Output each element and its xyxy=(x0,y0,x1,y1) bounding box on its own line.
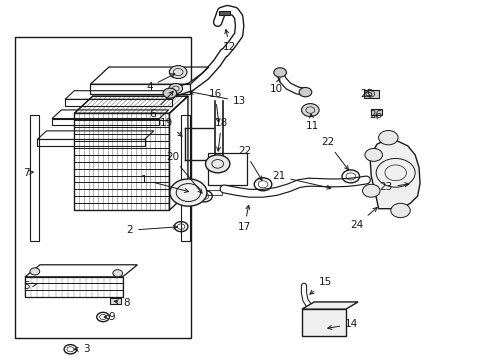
Text: 7: 7 xyxy=(22,168,33,178)
Bar xyxy=(15,37,190,338)
Circle shape xyxy=(364,148,382,161)
Bar xyxy=(74,113,169,210)
Circle shape xyxy=(168,84,182,94)
Text: 22: 22 xyxy=(320,138,348,170)
Text: 22: 22 xyxy=(237,146,262,180)
Text: 2: 2 xyxy=(126,225,177,235)
Bar xyxy=(37,139,144,146)
Text: 5: 5 xyxy=(23,281,36,291)
Circle shape xyxy=(299,87,311,97)
Text: 21: 21 xyxy=(271,171,330,189)
Text: 13: 13 xyxy=(189,91,246,106)
Bar xyxy=(370,109,381,116)
Text: 25: 25 xyxy=(359,89,372,99)
Circle shape xyxy=(163,88,176,98)
Bar xyxy=(30,116,39,241)
Text: 26: 26 xyxy=(369,111,382,121)
Circle shape xyxy=(113,270,122,277)
Text: 16: 16 xyxy=(208,89,222,122)
Text: 24: 24 xyxy=(349,208,376,230)
Bar xyxy=(52,118,159,125)
Circle shape xyxy=(30,268,40,275)
Circle shape xyxy=(169,66,186,78)
Text: 8: 8 xyxy=(114,298,129,308)
Bar xyxy=(25,277,122,297)
Text: 3: 3 xyxy=(74,344,89,354)
Circle shape xyxy=(362,184,379,197)
Text: 9: 9 xyxy=(104,312,115,322)
Text: 12: 12 xyxy=(223,30,236,52)
Bar xyxy=(110,298,121,304)
Bar xyxy=(302,309,345,336)
Text: 18: 18 xyxy=(215,118,228,151)
Circle shape xyxy=(205,155,229,173)
Bar xyxy=(219,11,229,15)
Text: 17: 17 xyxy=(237,205,251,231)
Text: 6: 6 xyxy=(149,91,173,119)
Text: 4: 4 xyxy=(146,74,174,92)
Circle shape xyxy=(390,203,409,218)
Text: 1: 1 xyxy=(141,175,188,193)
Circle shape xyxy=(301,104,319,117)
Text: 14: 14 xyxy=(327,319,358,329)
Circle shape xyxy=(273,68,286,77)
Circle shape xyxy=(378,131,397,145)
Text: 23: 23 xyxy=(379,182,408,192)
Bar xyxy=(90,84,190,94)
Bar xyxy=(363,90,378,98)
Circle shape xyxy=(169,179,206,206)
Text: 19: 19 xyxy=(160,118,182,136)
Bar xyxy=(207,153,246,185)
Polygon shape xyxy=(302,302,357,309)
Text: 10: 10 xyxy=(269,78,282,94)
Text: 20: 20 xyxy=(165,152,202,193)
Bar xyxy=(65,99,172,106)
Bar xyxy=(181,116,189,241)
Text: 15: 15 xyxy=(309,277,331,294)
Text: 11: 11 xyxy=(305,114,319,131)
Polygon shape xyxy=(369,140,419,209)
